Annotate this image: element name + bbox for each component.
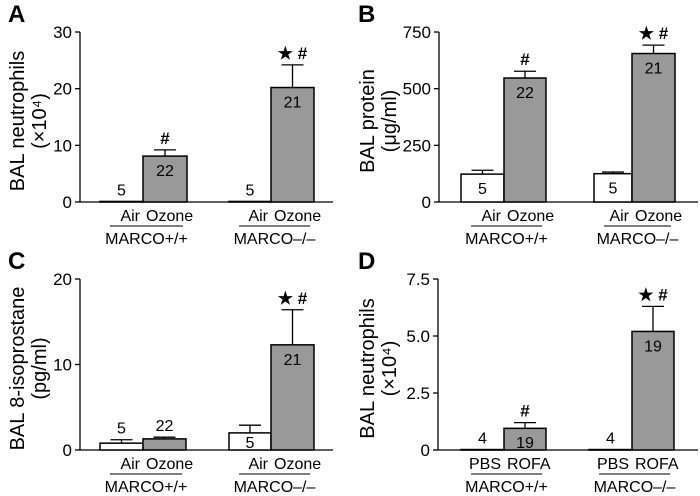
n-label: 5 (117, 421, 126, 438)
n-label: 22 (516, 85, 534, 102)
n-label: 5 (609, 181, 618, 198)
n-label: 4 (606, 431, 615, 448)
y-tick-label: 10 (53, 136, 72, 155)
x-tick-label: Air (609, 208, 629, 225)
panel-letter: A (8, 1, 25, 28)
y-tick-label: 0 (422, 193, 431, 212)
n-label: 5 (117, 182, 126, 199)
y-axis-unit: (pg/ml) (29, 337, 51, 399)
x-tick-label: Ozone (146, 208, 193, 225)
x-tick-label: Air (120, 456, 140, 473)
y-axis-unit: (×10⁴) (379, 341, 401, 397)
significance-marker: ★ # (638, 285, 668, 304)
bar (593, 172, 633, 203)
y-tick-label: 0 (421, 441, 430, 460)
x-tick-label: ROFA (635, 456, 679, 473)
y-axis-unit: (×10⁴) (29, 93, 51, 149)
significance-marker: ★ # (639, 24, 669, 43)
y-tick-label: 0 (63, 441, 72, 460)
x-tick-label: PBS (469, 456, 501, 473)
n-label: 19 (644, 338, 662, 355)
group-label: MARCO–/– (234, 231, 316, 248)
panel-d: D 0 2.5 5.0 7.5 BAL neutrophils (×10⁴) 4 PBS 19 # R… (357, 248, 698, 496)
y-axis-label: BAL 8-isoprostane (7, 287, 29, 451)
significance-marker: ★ # (278, 44, 308, 63)
n-label: 22 (156, 418, 174, 435)
y-tick-label: 7.5 (406, 270, 430, 289)
group-label: MARCO–/– (234, 479, 316, 496)
n-label: 21 (645, 61, 663, 78)
n-label: 5 (478, 181, 487, 198)
x-tick-label: Air (248, 208, 268, 225)
panel-a: A 0 10 20 30 BAL neutrophils (×10⁴) 5 Air 22 # Ozon… (7, 1, 333, 248)
panel-letter: B (358, 1, 375, 28)
group-label: MARCO+/+ (465, 231, 548, 248)
y-tick-label: 250 (403, 136, 431, 155)
y-axis-label: BAL protein (357, 69, 379, 173)
y-axis-label: BAL neutrophils (357, 298, 379, 438)
n-label: 21 (284, 95, 302, 112)
y-tick-label: 20 (53, 80, 72, 99)
significance-marker: ★ # (278, 289, 308, 308)
bar (503, 77, 547, 203)
bar (588, 448, 633, 451)
y-axis-unit: (μg/ml) (379, 90, 401, 153)
n-label: 5 (246, 435, 255, 452)
y-tick-label: 2.5 (406, 384, 430, 403)
bar (270, 344, 315, 451)
group-label: MARCO+/+ (105, 231, 188, 248)
panel-letter: C (8, 248, 25, 275)
y-tick-label: 750 (403, 23, 431, 42)
panel-b: B 0 250 500 750 BAL protein (μg/ml) 5 Air 22 # Ozon… (357, 1, 698, 248)
group-label: MARCO–/– (597, 231, 679, 248)
significance-marker: # (160, 129, 170, 148)
x-tick-label: Ozone (274, 456, 321, 473)
x-tick-label: Air (481, 208, 501, 225)
significance-marker: # (520, 402, 530, 421)
y-tick-label: 5.0 (406, 327, 430, 346)
bar (99, 442, 144, 451)
n-label: 4 (478, 431, 487, 448)
x-tick-label: Ozone (507, 208, 554, 225)
y-axis-label: BAL neutrophils (7, 51, 29, 191)
y-tick-label: 20 (53, 270, 72, 289)
y-tick-label: 0 (63, 193, 72, 212)
y-tick-label: 10 (53, 356, 72, 375)
significance-marker: # (520, 50, 530, 69)
n-label: 21 (284, 352, 302, 369)
bar (142, 438, 187, 451)
x-tick-label: Ozone (635, 208, 682, 225)
n-label: 19 (516, 435, 534, 452)
panel-letter: D (358, 248, 375, 275)
n-label: 22 (156, 163, 174, 180)
group-label: MARCO+/+ (465, 479, 548, 496)
y-tick-label: 500 (403, 80, 431, 99)
x-tick-label: Air (120, 208, 140, 225)
n-label: 5 (246, 182, 255, 199)
bar (270, 86, 315, 203)
group-label: MARCO+/+ (105, 479, 188, 496)
bar (460, 448, 505, 451)
group-label: MARCO–/– (594, 479, 676, 496)
x-tick-label: ROFA (507, 456, 551, 473)
bar (99, 200, 144, 203)
x-tick-label: Air (248, 456, 268, 473)
x-tick-label: Ozone (146, 456, 193, 473)
bar (228, 200, 272, 203)
x-tick-label: PBS (597, 456, 629, 473)
panel-c: C 0 10 20 BAL 8-isoprostane (pg/ml) 5 Air 22 Ozon… (7, 248, 333, 496)
y-tick-label: 30 (53, 23, 72, 42)
x-tick-label: Ozone (274, 208, 321, 225)
